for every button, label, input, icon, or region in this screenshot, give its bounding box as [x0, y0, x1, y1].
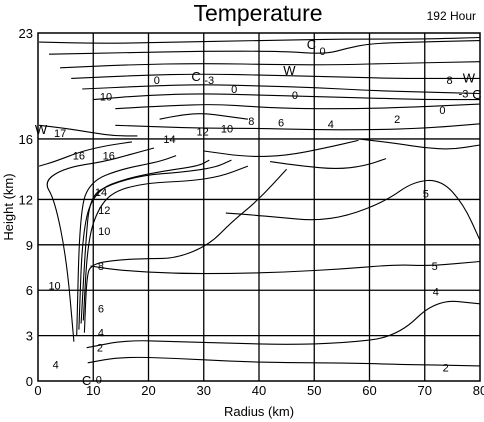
- x-tick-label: 30: [197, 383, 211, 398]
- contour-line-5: [90, 260, 481, 275]
- x-tick-label: 10: [86, 383, 100, 398]
- x-tick-label: 70: [418, 383, 432, 398]
- x-tick-label: 80: [473, 383, 484, 398]
- contour-line-0: [358, 138, 481, 150]
- contour-value-label: 0: [292, 90, 298, 102]
- contour-value-label: 12: [98, 205, 110, 217]
- contour-line-5: [225, 179, 481, 241]
- x-tick-label: 40: [252, 383, 266, 398]
- contour-line-4: [203, 139, 359, 158]
- contour-value-label: 5: [423, 188, 429, 200]
- contour-line--3: [159, 113, 248, 120]
- y-axis-label: Height (km): [1, 173, 16, 240]
- contour-value-label: 4: [98, 328, 104, 340]
- contour-value-label: 17: [54, 128, 66, 140]
- contour-value-label: -3: [204, 75, 214, 87]
- y-tick-label: 23: [19, 26, 33, 41]
- contour-line-2: [270, 158, 387, 169]
- contour-line-16: [46, 147, 155, 342]
- contour-value-label: 0: [154, 75, 160, 87]
- contour-line-4: [86, 300, 481, 349]
- marker-label: W: [35, 122, 48, 137]
- contour-line-12: [78, 159, 210, 330]
- y-tick-label: 3: [26, 329, 33, 344]
- contour-value-label: 10: [48, 281, 60, 293]
- y-tick-label: 16: [19, 132, 33, 147]
- contour-line-14: [76, 155, 177, 336]
- contour-value-label: 8: [447, 75, 453, 87]
- contour-value-label: 8: [248, 116, 254, 128]
- marker-label: W: [463, 70, 476, 85]
- x-tick-label: 60: [362, 383, 376, 398]
- contour-value-label: -3: [459, 89, 469, 101]
- x-tick-label: 50: [307, 383, 321, 398]
- contour-value-label: 12: [197, 126, 209, 138]
- x-tick-label: 20: [141, 383, 155, 398]
- contour-value-label: 4: [328, 119, 334, 131]
- contour-value-label: 5: [432, 261, 438, 273]
- contour-line-8: [93, 93, 480, 101]
- marker-label: C: [472, 87, 481, 102]
- contour-line-17: [38, 141, 132, 167]
- contour-value-label: 14: [163, 134, 175, 146]
- contour-value-label: 16: [73, 151, 85, 163]
- contour-value-label: 10: [100, 92, 112, 104]
- contour-line-10: [80, 159, 232, 324]
- contour-value-label: 0: [319, 46, 325, 58]
- marker-label: C: [191, 69, 200, 84]
- marker-label: C: [307, 37, 316, 52]
- contour-line-10: [39, 124, 138, 137]
- marker-label: W: [283, 63, 296, 78]
- contour-value-label: 2: [443, 362, 449, 374]
- y-tick-label: 12: [19, 192, 33, 207]
- contour-line-8: [82, 165, 249, 321]
- contour-value-label: 16: [103, 151, 115, 163]
- contour-line-2: [87, 356, 481, 367]
- contour-value-label: 4: [433, 287, 439, 299]
- contour-line-unlabeled: [82, 84, 481, 95]
- x-tick-label: 0: [34, 383, 41, 398]
- contour-value-label: 6: [278, 117, 284, 129]
- plot-frame: [37, 32, 481, 382]
- x-axis-label: Radius (km): [224, 404, 294, 419]
- contour-value-label: 4: [53, 359, 59, 371]
- contour-line-0: [115, 123, 481, 131]
- contour-value-label: 0: [231, 84, 237, 96]
- contour-line-unlabeled: [60, 61, 481, 69]
- chart-title: Temperature: [193, 0, 322, 26]
- y-tick-label: 6: [26, 283, 33, 298]
- contour-line-0: [115, 103, 481, 110]
- chart-subtitle: 192 Hour: [427, 9, 476, 23]
- contour-value-label: 6: [98, 303, 104, 315]
- contour-line-unlabeled: [71, 73, 480, 79]
- contour-value-label: 10: [98, 226, 110, 238]
- contour-lines: [38, 36, 481, 367]
- contour-value-label: 10: [221, 123, 233, 135]
- y-tick-label: 0: [26, 374, 33, 389]
- y-tick-label: 9: [26, 238, 33, 253]
- contour-value-label: 2: [97, 343, 103, 355]
- contour-value-label: 8: [98, 261, 104, 273]
- contour-line-unlabeled: [39, 36, 481, 44]
- contour-line-0: [48, 40, 481, 55]
- contour-value-label: 2: [394, 114, 400, 126]
- contour-value-label: 0: [439, 105, 445, 117]
- contour-line-6: [83, 168, 288, 333]
- contour-value-label: 14: [95, 187, 107, 199]
